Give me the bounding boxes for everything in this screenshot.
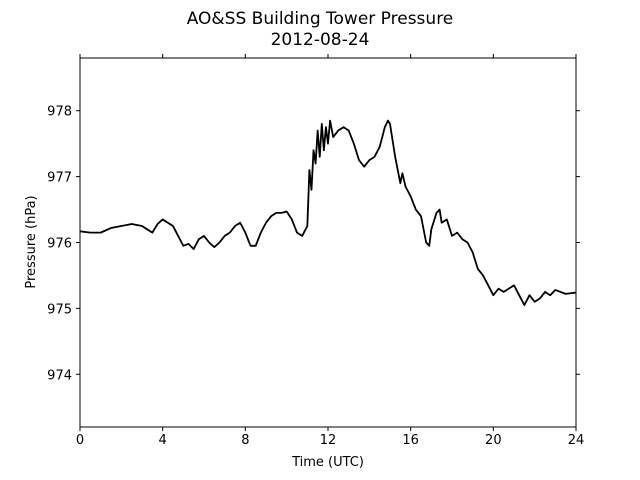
chart-title: AO&SS Building Tower Pressure [187, 9, 454, 29]
chart-subtitle: 2012-08-24 [271, 30, 370, 50]
x-tick-label: 12 [320, 433, 337, 448]
y-tick-label: 978 [47, 105, 72, 120]
plot-frame [79, 57, 577, 428]
y-axis-label: Pressure (hPa) [24, 195, 39, 288]
x-tick-label: 0 [76, 433, 84, 448]
y-tick-label: 977 [47, 171, 72, 186]
data-line [79, 119, 577, 306]
y-tick-label: 975 [47, 302, 72, 317]
x-tick-label: 8 [241, 433, 249, 448]
x-tick-label: 16 [402, 433, 419, 448]
y-tick-label: 974 [47, 368, 72, 383]
x-tick-label: 20 [485, 433, 502, 448]
x-tick-label: 4 [159, 433, 167, 448]
y-tick-label: 976 [47, 237, 72, 252]
x-tick-label: 24 [568, 433, 585, 448]
x-axis-label: Time (UTC) [291, 455, 364, 470]
